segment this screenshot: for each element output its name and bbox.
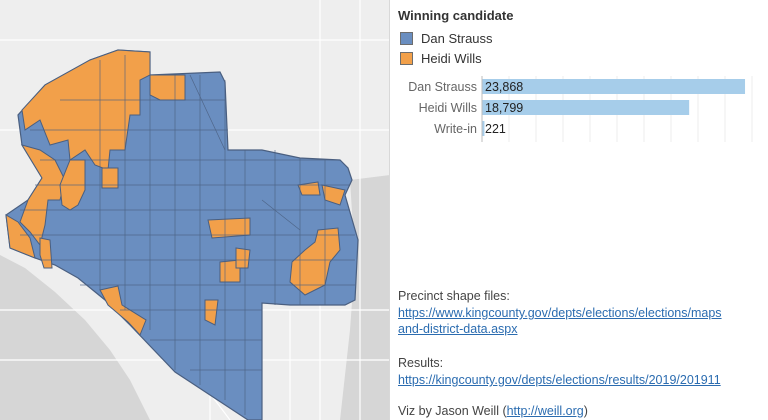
water-area-west <box>0 255 150 420</box>
swatch-strauss <box>400 31 413 45</box>
value-label: 221 <box>485 122 506 136</box>
legend-title: Winning candidate <box>398 8 514 23</box>
category-label: Dan Strauss <box>408 80 477 94</box>
value-label: 23,868 <box>485 80 523 94</box>
category-label: Heidi Wills <box>419 101 477 115</box>
credit-line: Viz by Jason Weill (http://weill.org) <box>398 404 588 418</box>
shape-files-link-line1[interactable]: https://www.kingcounty.gov/depts/electio… <box>398 306 722 320</box>
results-label: Results: <box>398 356 444 370</box>
bar-write-in[interactable] <box>482 121 485 136</box>
legend-item-wills[interactable]: Heidi Wills <box>400 50 482 66</box>
legend-label-wills: Heidi Wills <box>421 50 482 66</box>
shape-files-label: Precinct shape files: <box>398 289 510 303</box>
bar-dan-strauss[interactable] <box>482 79 746 94</box>
results-bar-chart: Dan Strauss 23,868 Heidi Wills 18,799 Write-… <box>408 76 753 142</box>
value-label: 18,799 <box>485 101 523 115</box>
category-label: Write-in <box>434 122 477 136</box>
swatch-wills <box>400 51 413 65</box>
results-link[interactable]: https://kingcounty.gov/depts/elections/r… <box>398 373 721 387</box>
bar-heidi-wills[interactable] <box>482 100 690 115</box>
side-panel: Winning candidate Dan Strauss Heidi Will… <box>396 0 768 420</box>
precinct-map[interactable] <box>0 0 390 420</box>
legend-item-strauss[interactable]: Dan Strauss <box>400 30 493 46</box>
water-area-lake <box>340 175 390 420</box>
shape-files-link-line2[interactable]: and-district-data.aspx <box>398 322 518 336</box>
legend-label-strauss: Dan Strauss <box>421 30 493 46</box>
credit-link[interactable]: http://weill.org <box>506 404 584 418</box>
credit-prefix: Viz by Jason Weill ( <box>398 404 507 418</box>
map-svg[interactable] <box>0 0 390 420</box>
precinct-boundaries <box>20 55 355 415</box>
panel-divider <box>389 0 390 420</box>
credit-suffix: ) <box>583 404 588 418</box>
